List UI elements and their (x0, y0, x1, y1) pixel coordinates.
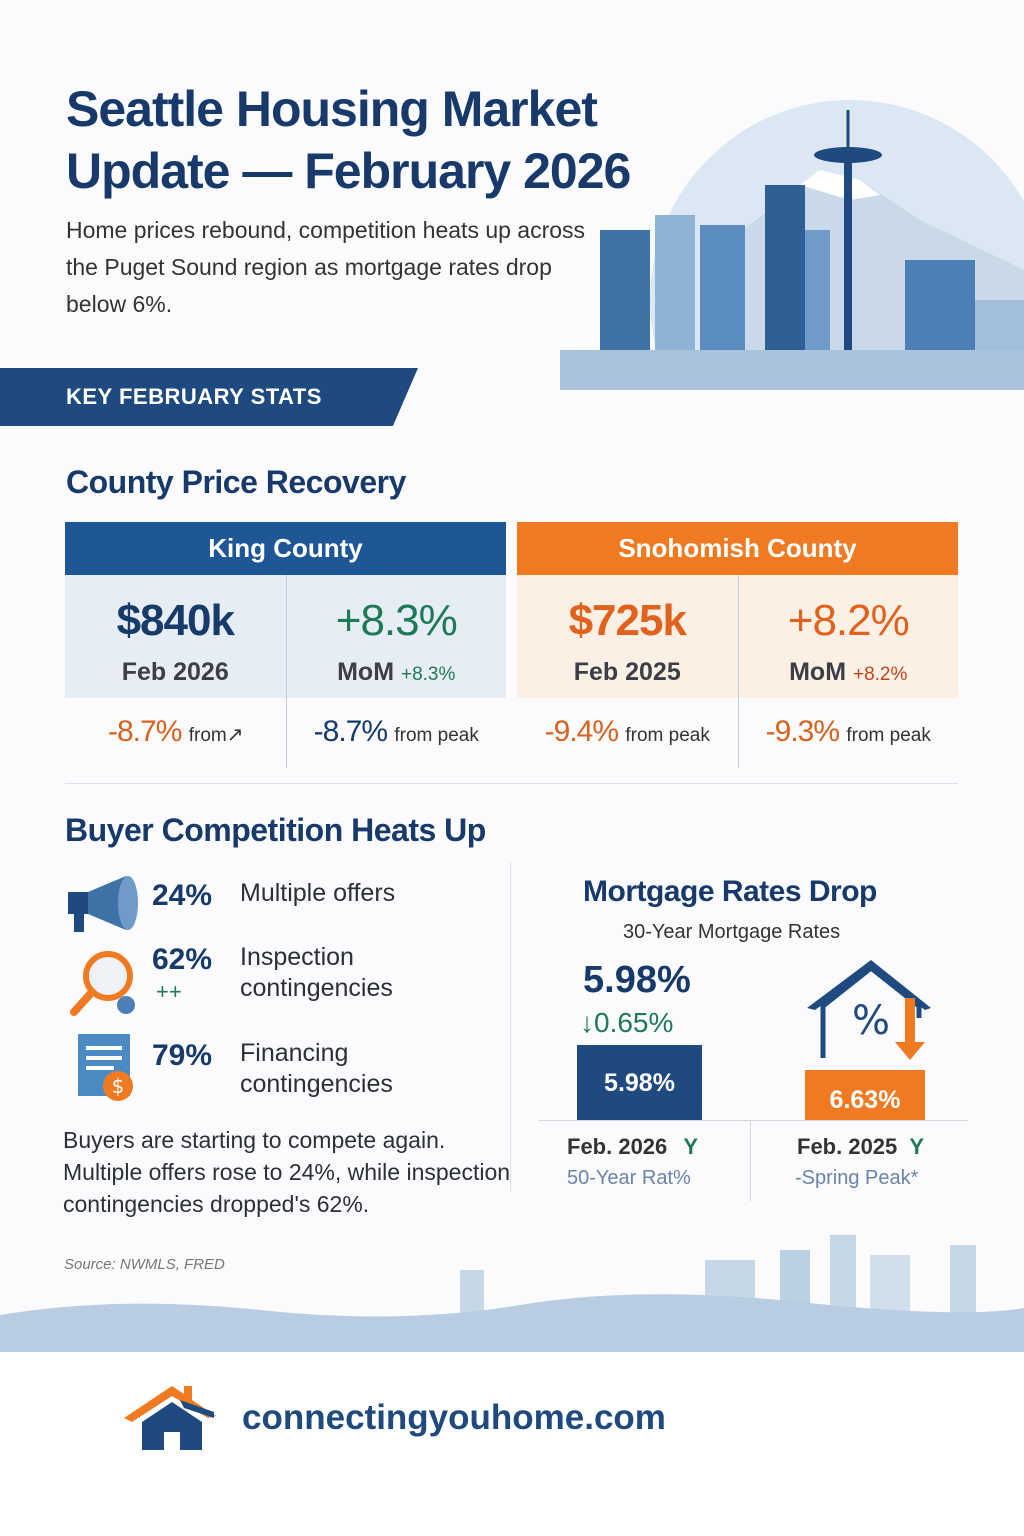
current-rate: 5.98% (583, 959, 691, 1001)
bar-label: Feb. 2026 (567, 1134, 668, 1159)
banner-label: KEY FEBRUARY STATS (66, 384, 322, 409)
stat-percent: 79% (152, 1039, 213, 1072)
competition-section-title: Buyer Competition Heats Up (65, 812, 486, 848)
megaphone-icon (68, 876, 138, 932)
footer (0, 1352, 1024, 1536)
divider (510, 862, 511, 1192)
peak-text: from peak (394, 725, 479, 746)
svg-text:%: % (852, 998, 890, 1044)
rate-drop: ↓0.65% (580, 1007, 674, 1038)
bar-mark: Y (909, 1134, 925, 1159)
source-note: Source: NWMLS, FRED (64, 1256, 225, 1273)
bar-label: Feb. 2025 (797, 1134, 898, 1159)
stat-percent: 24% (152, 879, 213, 912)
king-county-card: King County $840k Feb 2026 +8.3% MoM +8.3%… (65, 522, 506, 768)
document-dollar-icon: $ (78, 1034, 133, 1101)
baseline (538, 1120, 968, 1121)
home-logo-icon (124, 1386, 216, 1450)
peak-text: from (188, 725, 227, 746)
card-header: King County (65, 522, 506, 575)
card-header: Snohomish County (517, 522, 958, 575)
mortgage-subtitle: 30-Year Mortgage Rates (623, 921, 841, 943)
bar-note: 50-Year Rat% (567, 1167, 691, 1189)
page-title: Seattle Housing Market Update — February… (66, 81, 631, 199)
mom-label: MoM (789, 658, 847, 686)
peak-text: from peak (625, 725, 710, 746)
bar-note: -Spring Peak* (795, 1167, 919, 1189)
peak-change: -9.4% (544, 715, 619, 748)
county-section-title: County Price Recovery (66, 464, 406, 500)
mom-value: +8.2% (852, 664, 908, 685)
key-stats-banner: KEY FEBRUARY STATS (0, 368, 418, 426)
snohomish-county-card: Snohomish County $725k Feb 2025 +8.2% MoM … (517, 522, 958, 768)
stat-label: Multiple offers (240, 879, 396, 907)
stat-label: Inspection contingencies (240, 943, 393, 1002)
page-subtitle: Home prices rebound, competition heats u… (66, 217, 586, 317)
peak-change: -8.7% (108, 715, 182, 748)
price-label: Feb 2025 (573, 658, 681, 686)
bar-mark: Y (683, 1134, 699, 1159)
arrow-up-icon: ↗ (226, 724, 244, 746)
stat-financing-contingencies: $ 79% Financing contingencies (66, 1034, 506, 1108)
price-change: +8.2% (787, 596, 910, 645)
rate-bar-2026: 5.98% (577, 1045, 702, 1121)
trend-mark-icon: ++ (156, 979, 182, 1004)
stat-inspection-contingencies: 62% ++ Inspection contingencies (66, 942, 506, 1016)
price-change: +8.3% (335, 596, 458, 645)
divider (750, 1121, 751, 1201)
peak-text: from peak (846, 725, 931, 746)
peak-change: -8.7% (313, 715, 388, 748)
seattle-skyline-illustration (560, 100, 1024, 390)
stat-percent: 62% (152, 943, 213, 976)
mom-label: MoM (337, 658, 395, 686)
mortgage-title: Mortgage Rates Drop (583, 875, 877, 908)
skyline-footer-illustration (0, 1235, 1024, 1352)
stat-multiple-offers: 24% Multiple offers (66, 876, 506, 948)
magnifier-icon (70, 951, 135, 1016)
median-price: $725k (568, 596, 687, 645)
rate-bar-2025: 6.63% (805, 1070, 925, 1121)
price-label: Feb 2026 (121, 658, 229, 686)
website-link[interactable]: connectingyouhome.com (242, 1398, 666, 1437)
mom-value: +8.3% (400, 664, 456, 685)
divider (65, 783, 958, 784)
svg-text:$: $ (112, 1074, 125, 1098)
competition-summary: Buyers are starting to compete again. Mu… (63, 1127, 511, 1217)
stat-label: Financing contingencies (240, 1039, 393, 1098)
peak-change: -9.3% (765, 715, 840, 748)
house-percent-icon: % (807, 960, 931, 1060)
median-price: $840k (116, 596, 235, 645)
